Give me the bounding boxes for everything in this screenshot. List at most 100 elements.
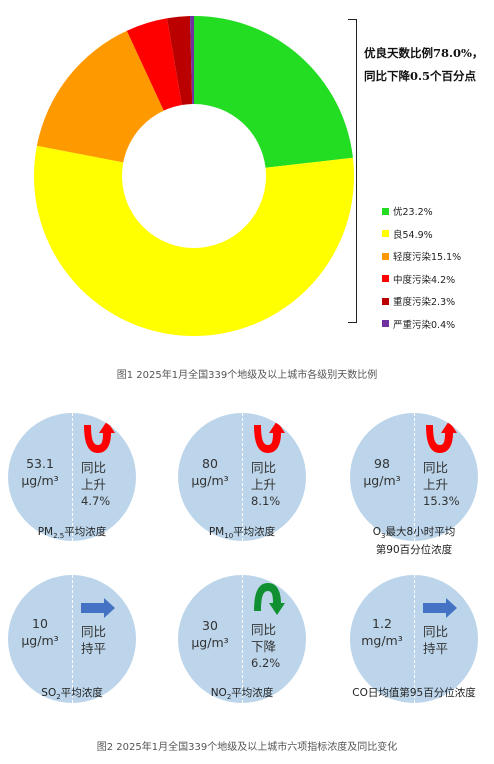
circle-divider bbox=[242, 575, 243, 703]
concentration-value: 30 bbox=[202, 618, 218, 633]
change-line: 同比 bbox=[81, 624, 107, 639]
change-line: 同比 bbox=[423, 624, 449, 639]
donut-slice-2 bbox=[33, 145, 354, 336]
concentration-value: 1.2 bbox=[372, 616, 392, 631]
summary-bracket bbox=[348, 19, 357, 323]
concentration-value: 10 bbox=[32, 616, 48, 631]
curved-down-arrow-icon bbox=[254, 583, 285, 615]
legend-label: 优23.2% bbox=[393, 207, 433, 219]
circle-divider bbox=[72, 413, 73, 541]
change-line: 15.3% bbox=[423, 494, 460, 508]
label-subscript: 10 bbox=[224, 532, 234, 541]
label-subscript: 2.5 bbox=[53, 532, 65, 541]
donut-chart bbox=[33, 16, 354, 336]
change-line: 4.7% bbox=[81, 494, 111, 508]
concentration-unit: mg/m³ bbox=[361, 633, 403, 648]
concentration-unit: μg/m³ bbox=[363, 473, 401, 488]
change-line: 上升 bbox=[423, 477, 449, 492]
legend-item: 优23.2% bbox=[382, 200, 461, 223]
label-main: PM bbox=[208, 526, 225, 538]
pollutant-circle: 1.2 mg/m³ 同比 持平 bbox=[350, 575, 478, 703]
donut-slice-6 bbox=[189, 16, 194, 105]
change-line: 下降 bbox=[251, 639, 277, 654]
pollutant-label: SO2平均浓度 bbox=[0, 686, 152, 704]
circle-divider bbox=[72, 575, 73, 703]
trend-arrow bbox=[80, 597, 116, 623]
concentration-value: 80 bbox=[202, 456, 218, 471]
trend-arrow bbox=[80, 419, 116, 459]
concentration-unit: μg/m³ bbox=[21, 473, 59, 488]
curved-up-arrow-icon bbox=[254, 421, 285, 453]
change-text: 同比 上升 4.7% bbox=[75, 459, 135, 510]
pollutant-label: NO2平均浓度 bbox=[162, 686, 322, 704]
right-arrow-icon bbox=[423, 598, 457, 618]
pollutant-label: O3最大8小时平均第90百分位浓度 bbox=[334, 525, 494, 557]
label-rest: 平均浓度 bbox=[233, 526, 276, 538]
circle-divider bbox=[414, 413, 415, 541]
pollutant-label: PM10平均浓度 bbox=[162, 525, 322, 543]
change-line: 同比 bbox=[251, 460, 277, 475]
label-rest: 平均浓度 bbox=[60, 687, 103, 699]
pollutant-label: PM2.5平均浓度 bbox=[0, 525, 152, 543]
change-line: 上升 bbox=[251, 477, 277, 492]
label-rest: 平均浓度 bbox=[231, 687, 274, 699]
legend-label: 严重污染0.4% bbox=[393, 319, 456, 331]
legend-swatch bbox=[382, 275, 389, 283]
concentration-unit: μg/m³ bbox=[191, 473, 229, 488]
label-subscript: 2 bbox=[56, 693, 61, 702]
pollutant-value: 80 μg/m³ bbox=[178, 455, 242, 489]
legend-label: 中度污染4.2% bbox=[393, 274, 456, 286]
pollutant-value: 98 μg/m³ bbox=[350, 455, 414, 489]
trend-arrow bbox=[422, 597, 458, 623]
label-main: NO bbox=[210, 687, 227, 699]
legend-swatch bbox=[382, 230, 389, 238]
circle-divider bbox=[414, 575, 415, 703]
pollutant-circle: 80 μg/m³ 同比 上升 8.1% bbox=[178, 413, 306, 541]
pollutant-value: 53.1 μg/m³ bbox=[8, 455, 72, 489]
legend-label: 重度污染2.3% bbox=[393, 297, 456, 309]
legend-swatch bbox=[382, 252, 389, 260]
right-arrow-icon bbox=[81, 598, 115, 618]
concentration-unit: μg/m³ bbox=[21, 633, 59, 648]
summary-line-1: 优良天数比例78.0%， bbox=[364, 46, 484, 60]
pollutant-circle: 30 μg/m³ 同比下降 6.2% bbox=[178, 575, 306, 703]
label-subscript: 3 bbox=[381, 532, 386, 541]
change-line: 同比 bbox=[251, 622, 277, 637]
label-main: O bbox=[372, 526, 382, 538]
legend-swatch bbox=[382, 320, 389, 328]
label-main: SO bbox=[41, 687, 57, 699]
circle-divider bbox=[242, 413, 243, 541]
curved-up-arrow-icon bbox=[426, 421, 457, 453]
chart-legend: 优23.2% 良54.9% 轻度污染15.1% 中度污染4.2% 重度污染2.3% 严重污… bbox=[382, 200, 461, 335]
legend-swatch bbox=[382, 207, 389, 215]
label-line-2: 第90百分位浓度 bbox=[375, 544, 453, 557]
donut-slice-4 bbox=[126, 18, 182, 111]
pollutant-value: 1.2 mg/m³ bbox=[350, 615, 414, 649]
change-text: 同比 持平 bbox=[417, 623, 477, 657]
trend-arrow bbox=[422, 419, 458, 459]
label-main: CO日均值第95百分位浓度 bbox=[352, 687, 476, 699]
pollutant-circle: 53.1 μg/m³ 同比 上升 4.7% bbox=[8, 413, 136, 541]
legend-item: 重度污染2.3% bbox=[382, 290, 461, 313]
label-rest: 最大8小时平均 bbox=[385, 526, 456, 538]
pollutant-label: CO日均值第95百分位浓度 bbox=[334, 686, 494, 700]
label-subscript: 2 bbox=[226, 693, 232, 702]
pollutant-value: 30 μg/m³ bbox=[178, 617, 242, 651]
summary-line-2: 同比下降0.5个百分点 bbox=[364, 69, 477, 83]
change-line: 持平 bbox=[81, 641, 107, 656]
legend-item: 轻度污染15.1% bbox=[382, 245, 461, 268]
concentration-value: 98 bbox=[374, 456, 390, 471]
change-text: 同比 持平 bbox=[75, 623, 135, 657]
legend-swatch bbox=[382, 297, 389, 305]
change-text: 同比 上升 15.3% bbox=[417, 459, 477, 510]
concentration-unit: μg/m³ bbox=[191, 635, 229, 650]
pollutant-value: 10 μg/m³ bbox=[8, 615, 72, 649]
change-line: 上升 bbox=[81, 477, 107, 492]
change-line: 6.2% bbox=[251, 656, 281, 670]
legend-item: 严重污染0.4% bbox=[382, 313, 461, 336]
legend-item: 良54.9% bbox=[382, 223, 461, 246]
donut-slice-1 bbox=[194, 16, 353, 168]
curved-up-arrow-icon bbox=[84, 421, 115, 453]
label-rest: 平均浓度 bbox=[64, 526, 107, 538]
summary-annotation: 优良天数比例78.0%， 同比下降0.5个百分点 bbox=[364, 42, 483, 88]
